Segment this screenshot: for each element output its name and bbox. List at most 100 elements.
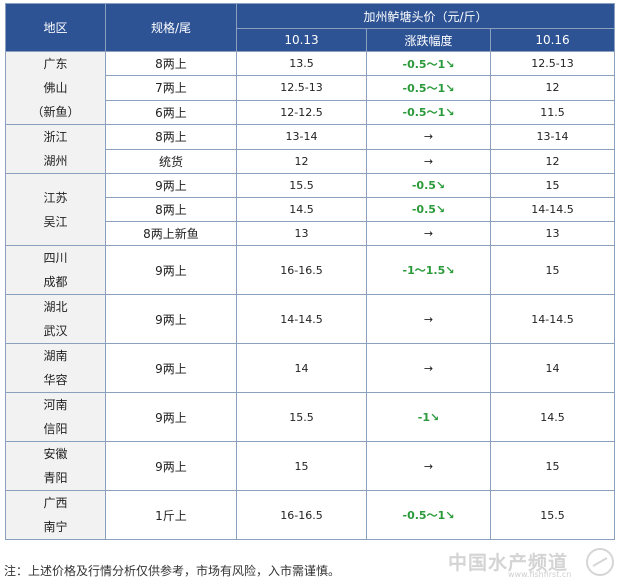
region-cell: 四川 成都: [5, 245, 106, 295]
region-line: 佛山: [43, 81, 68, 95]
price-1016-cell: 15: [489, 173, 616, 198]
region-line: 武汉: [43, 324, 68, 338]
region-cell: 浙江 湖州: [5, 124, 106, 174]
table-row: 广东 佛山 （新鱼） 8两上 13.5 -0.5～1↘ 12.5-13: [5, 50, 616, 125]
change-cell: -0.5～1↘: [366, 75, 491, 101]
region-line: 信阳: [43, 422, 68, 436]
change-cell: →: [366, 343, 491, 393]
price-1013-cell: 13: [236, 221, 367, 246]
header-group-title: 加州鲈塘头价（元/斤）: [235, 3, 616, 29]
table-row: 四川 成都 9两上 16-16.5 -1～1.5↘ 15: [5, 245, 616, 295]
header-date-1: 10.13: [236, 28, 367, 52]
table-row: 7两上 12.5-13 -0.5～1↘ 12: [6, 75, 616, 101]
region-line: 青阳: [43, 471, 68, 485]
table-row: 河南 信阳 9两上 15.5 -1↘ 14.5: [5, 392, 616, 442]
spec-cell: 8两上: [105, 124, 237, 150]
region-line: 湖北: [43, 300, 68, 314]
spec-cell: 9两上: [105, 441, 237, 491]
region-line: 南宁: [43, 520, 68, 534]
region-cell: 江苏 吴江: [5, 173, 106, 246]
spec-cell: 9两上: [105, 392, 237, 442]
change-cell: →: [366, 124, 491, 150]
table-row: 湖北 武汉 9两上 14-14.5 → 14-14.5: [5, 294, 616, 344]
region-cell: 安徽 青阳: [5, 441, 106, 491]
spec-cell: 8两上新鱼: [105, 221, 237, 246]
spec-cell: 统货: [105, 148, 237, 174]
watermark-text: 中国水产频道: [448, 552, 569, 574]
region-cell: 湖北 武汉: [5, 294, 106, 344]
change-cell: -0.5↘: [366, 173, 491, 198]
table-row: 浙江 湖州 8两上 13-14 → 13-14: [5, 124, 616, 174]
spec-cell: 9两上: [105, 343, 237, 393]
price-1016-cell: 13-14: [489, 124, 616, 150]
price-1016-cell: 12: [489, 148, 616, 174]
price-1013-cell: 12-12.5: [236, 99, 367, 126]
change-cell: →: [366, 294, 491, 344]
price-1013-cell: 16-16.5: [236, 490, 367, 540]
price-1016-cell: 12.5-13: [489, 50, 616, 77]
spec-cell: 6两上: [105, 99, 237, 126]
price-1016-cell: 15: [489, 245, 616, 295]
region-cell: 河南 信阳: [5, 392, 106, 442]
price-1016-cell: 12: [489, 75, 616, 101]
change-cell: -0.5～1↘: [366, 99, 491, 126]
change-cell: -0.5～1↘: [366, 490, 491, 540]
header-date-2: 10.16: [489, 28, 616, 52]
region-line: 华容: [43, 373, 68, 387]
spec-cell: 8两上: [105, 50, 237, 77]
header-change: 涨跌幅度: [366, 28, 491, 52]
table-row: 广西南宁 1斤上 16-16.5 -0.5～1↘ 15.5: [5, 490, 616, 540]
watermark-logo: 中国水产频道 www.fishfirst.cn: [448, 548, 618, 582]
spec-cell: 8两上: [105, 197, 237, 222]
table-body: 广东 佛山 （新鱼） 8两上 13.5 -0.5～1↘ 12.5-13 7两上 12.5-13-…: [5, 50, 616, 540]
region-line: 吴江: [43, 214, 68, 229]
header-region: 地区: [5, 3, 106, 52]
price-1016-cell: 11.5: [489, 99, 616, 126]
region-line: 湖南: [43, 349, 68, 363]
change-cell: -1～1.5↘: [366, 245, 491, 295]
region-line: 广东: [43, 57, 68, 71]
region-line: 成都: [43, 275, 68, 289]
spec-cell: 9两上: [105, 245, 237, 295]
header-spec: 规格/尾: [105, 3, 237, 52]
price-1013-cell: 14: [236, 343, 367, 393]
region-line: 河南: [43, 398, 68, 412]
region-line: 四川: [43, 251, 68, 265]
region-line: 广西: [43, 496, 68, 510]
change-cell: -0.5～1↘: [366, 50, 491, 77]
price-1016-cell: 13: [489, 221, 616, 246]
table-row: 江苏 吴江 9两上 15.5 -0.5↘ 15: [5, 173, 616, 246]
globe-icon: [586, 548, 614, 576]
change-cell: -1↘: [366, 392, 491, 442]
change-cell: →: [366, 148, 491, 174]
price-1013-cell: 15.5: [236, 173, 367, 198]
region-line: 湖州: [43, 154, 68, 168]
spec-cell: 9两上: [105, 173, 237, 198]
price-table: 地区 规格/尾 加州鲈塘头价（元/斤） 10.13 涨跌幅度 10.16 广东佛…: [5, 3, 616, 540]
price-1016-cell: 14-14.5: [489, 294, 616, 344]
price-1016-cell: 15.5: [489, 490, 616, 540]
spec-cell: 9两上: [105, 294, 237, 344]
region-line: （新鱼）: [31, 105, 80, 119]
price-1016-cell: 14.5: [489, 392, 616, 442]
price-1013-cell: 13-14: [236, 124, 367, 150]
region-line: 浙江: [43, 130, 68, 144]
price-1016-cell: 14: [489, 343, 616, 393]
region-cell: 广东佛山 （新鱼）: [5, 51, 106, 125]
price-1016-cell: 15: [489, 441, 616, 491]
disclaimer-note: 注：上述价格及行情分析仅供参考，市场有风险，入市需谨慎。: [4, 564, 341, 578]
region-line: 安徽: [43, 447, 68, 461]
table-row: 安徽 青阳 9两上 15 → 15: [5, 441, 616, 491]
region-cell: 湖南 华容: [5, 343, 106, 393]
price-1013-cell: 15: [236, 441, 367, 491]
table-row: 湖南 华容 9两上 14 → 14: [5, 343, 616, 393]
table-header: 地区 规格/尾 加州鲈塘头价（元/斤） 10.13 涨跌幅度 10.16: [5, 3, 616, 52]
region-line: 江苏: [43, 190, 68, 205]
price-1013-cell: 13.5: [236, 50, 367, 77]
price-1013-cell: 14-14.5: [236, 294, 367, 344]
price-1016-cell: 14-14.5: [489, 197, 616, 222]
price-1013-cell: 16-16.5: [236, 245, 367, 295]
spec-cell: 1斤上: [105, 490, 237, 540]
price-1013-cell: 14.5: [236, 197, 367, 222]
watermark-url: www.fishfirst.cn: [508, 570, 572, 579]
